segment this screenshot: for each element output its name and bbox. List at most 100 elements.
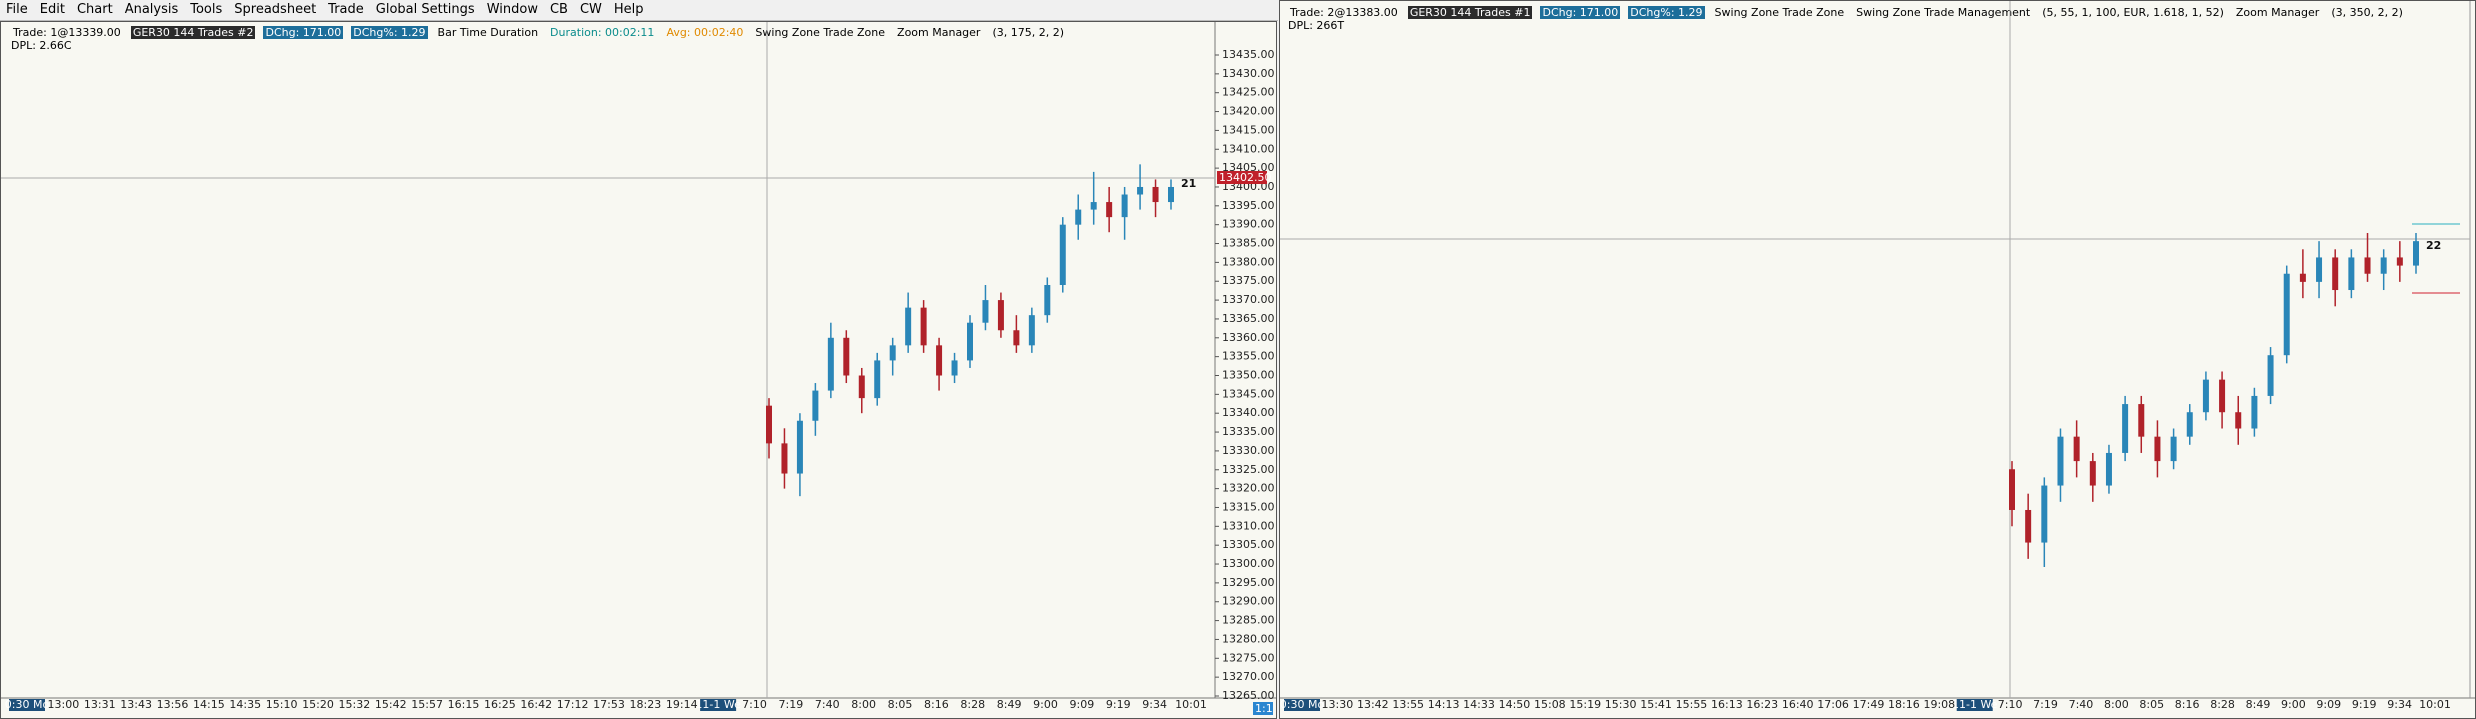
price-label: 13320.00: [1222, 482, 1275, 495]
time-label: 15:19: [1569, 698, 1601, 711]
candle-body: [2251, 395, 2258, 429]
candle-body: [1013, 330, 1020, 346]
price-label: 13410.00: [1222, 142, 1275, 155]
time-label: 9:34: [2387, 698, 2412, 711]
menu-item[interactable]: Trade: [328, 2, 364, 17]
candle-body: [2348, 257, 2355, 291]
time-label: 16:40: [1782, 698, 1814, 711]
candle-body: [2299, 273, 2306, 282]
menu-item[interactable]: Help: [613, 2, 644, 17]
menu-item[interactable]: Analysis: [124, 2, 179, 17]
price-label: 13425.00: [1222, 86, 1275, 99]
time-label: 8:49: [997, 698, 1022, 711]
time-label: 8:00: [2104, 698, 2129, 711]
menu-item[interactable]: Edit: [39, 2, 65, 17]
time-label: 9:19: [2352, 698, 2377, 711]
header-item: Swing Zone Trade Management: [1856, 6, 2031, 19]
time-label: 13:42: [1357, 698, 1389, 711]
menu-item[interactable]: Spreadsheet: [234, 2, 317, 17]
header-item: (3, 350, 2, 2): [2331, 6, 2403, 19]
candle-body: [843, 337, 850, 376]
time-highlight: [9, 699, 45, 711]
time-label: 15:55: [1676, 698, 1708, 711]
candle-body: [2122, 404, 2129, 453]
price-label: 13345.00: [1222, 387, 1275, 400]
menu-bar: File Edit Chart Analysis Tools Spreadsheet Tra…: [0, 0, 1278, 21]
price-label: 13355.00: [1222, 350, 1275, 363]
time-label: 7:40: [2069, 698, 2094, 711]
candle-body: [812, 390, 819, 421]
time-label: 13:00: [48, 698, 80, 711]
price-label: 13300.00: [1222, 557, 1275, 570]
candle-body: [2105, 452, 2112, 486]
candle-body: [2396, 257, 2403, 266]
time-label: 0:30 Mo: [1280, 698, 1324, 711]
candle-body: [2089, 461, 2096, 486]
price-label: 13305.00: [1222, 538, 1275, 551]
time-axis: [1280, 698, 2475, 718]
time-label: 8:16: [924, 698, 949, 711]
price-label: 13405.00: [1222, 161, 1275, 174]
price-label: 13435.00: [1222, 48, 1275, 61]
time-label: 14:35: [229, 698, 261, 711]
time-label: 8:49: [2246, 698, 2271, 711]
header-item: Zoom Manager: [897, 26, 981, 39]
menu-item[interactable]: Tools: [190, 2, 223, 17]
time-label: 10:01: [2419, 698, 2451, 711]
last-price: 13402.50: [1219, 171, 1272, 184]
time-label: 15:57: [411, 698, 443, 711]
time-label: 15:42: [375, 698, 407, 711]
candle-body: [796, 420, 803, 474]
time-label: 13:43: [120, 698, 152, 711]
candle-body: [997, 300, 1004, 331]
header-item: GER30 144 Trades #2: [130, 26, 256, 39]
time-label: 7:19: [779, 698, 804, 711]
time-highlight: [1956, 699, 1993, 711]
time-label: 18:16: [1888, 698, 1920, 711]
time-label: 8:16: [2175, 698, 2200, 711]
time-label: 16:13: [1711, 698, 1743, 711]
menu-item[interactable]: CW: [579, 2, 602, 17]
time-label: 0:30 Mo: [5, 698, 50, 711]
time-label: 9:34: [1142, 698, 1167, 711]
zoom-label: 1:1: [1255, 702, 1273, 715]
time-label: 8:00: [851, 698, 876, 711]
bar-count: 22: [2426, 239, 2441, 252]
candle-body: [1059, 224, 1066, 286]
candle-body: [874, 360, 881, 399]
price-label: 13360.00: [1222, 331, 1275, 344]
candle-body: [781, 443, 788, 474]
time-highlight: [700, 699, 737, 711]
price-label: 13335.00: [1222, 425, 1275, 438]
menu-item[interactable]: CB: [549, 2, 568, 17]
price-label: 13340.00: [1222, 406, 1275, 419]
menu-item[interactable]: Window: [486, 2, 538, 17]
time-label: 16:15: [448, 698, 480, 711]
candle-body: [1152, 186, 1159, 203]
candle-body: [2235, 412, 2242, 429]
time-label: 15:20: [302, 698, 334, 711]
bar-count: 21: [1181, 177, 1196, 190]
candle-body: [967, 322, 973, 361]
menu-item[interactable]: File: [6, 2, 28, 17]
price-label: 13385.00: [1222, 237, 1275, 250]
candle-body: [2267, 355, 2274, 396]
chart-window: Trade: 1@13339.00 GER30 144 Trades #2 DChg…: [0, 21, 1277, 719]
zoom-box: [1253, 702, 1273, 715]
candle-body: [982, 300, 989, 323]
time-label: 13:55: [1392, 698, 1424, 711]
time-label: 14:33: [1463, 698, 1495, 711]
dpl: DPL: 266T: [1288, 19, 1345, 32]
candle-body: [1168, 186, 1174, 203]
header-item: DChg: 171.00: [263, 26, 344, 39]
menu-item[interactable]: Global Settings: [375, 2, 475, 17]
menu-item[interactable]: Chart: [76, 2, 113, 17]
candle-body: [1075, 209, 1082, 225]
time-label: 16:42: [520, 698, 552, 711]
candle-body: [858, 375, 865, 399]
price-label: 13295.00: [1222, 576, 1275, 589]
chart-header: Trade: 2@13383.00 GER30 144 Trades #1 DChg…: [1288, 6, 2405, 19]
time-label: 7:10: [742, 698, 767, 711]
candle-body: [2138, 404, 2145, 437]
price-label: 13285.00: [1222, 614, 1275, 627]
